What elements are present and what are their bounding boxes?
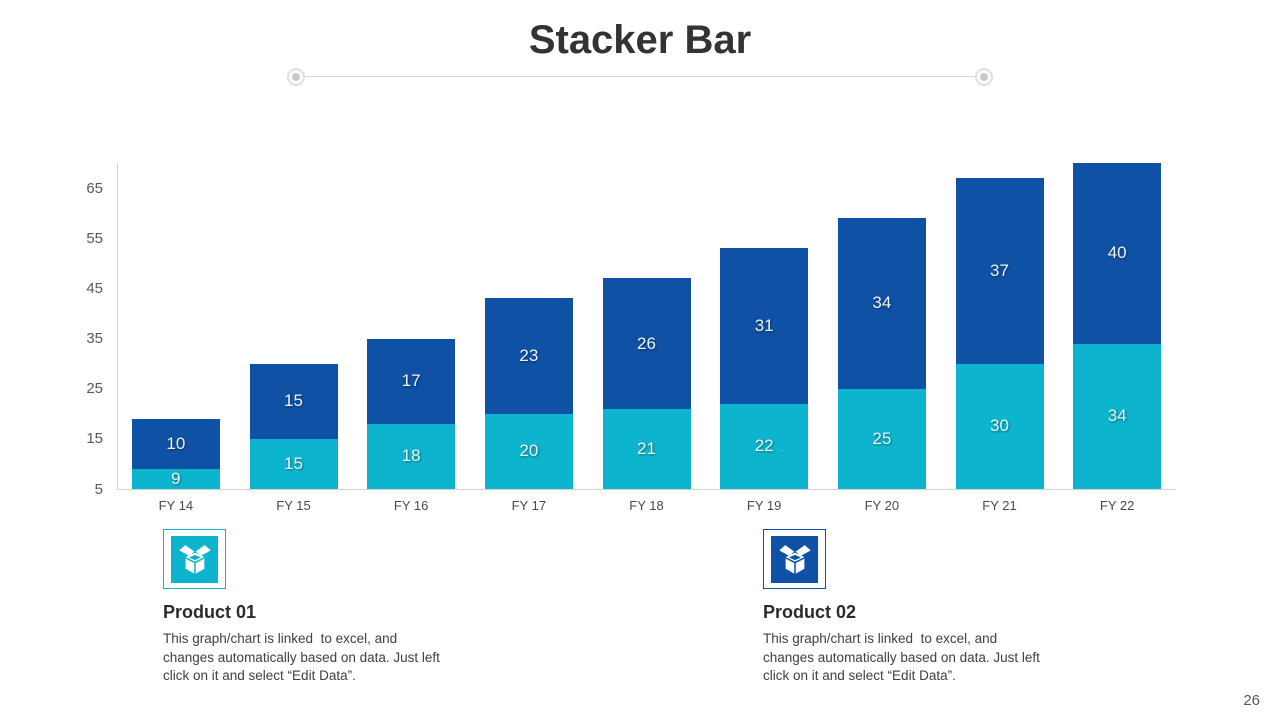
bar-value-label: 17: [401, 371, 421, 391]
bar-segment-product-01[interactable]: [602, 408, 691, 489]
bar-segment-product-02[interactable]: [720, 248, 809, 404]
y-axis-tick-label: 25: [86, 380, 103, 398]
legend-icon-frame[interactable]: [763, 529, 826, 589]
open-box-icon: [171, 535, 218, 583]
bar-segment-product-02[interactable]: [955, 178, 1044, 364]
bar-segment-product-01[interactable]: [249, 438, 338, 489]
bar-value-label: 20: [519, 441, 539, 461]
legend-description: This graph/chart is linked to excel, and…: [163, 631, 440, 683]
divider-knob-right-icon: [975, 68, 993, 86]
legend-icon-frame[interactable]: [163, 529, 226, 589]
x-axis-category-label: FY 19: [746, 498, 782, 513]
bar-value-label: 18: [401, 446, 421, 466]
bar-value-label: 9: [171, 468, 181, 488]
bar-segment-product-01[interactable]: [131, 468, 220, 489]
bar-value-label: 30: [990, 416, 1009, 436]
legend-product-01: Product 01 This graph/chart is linked to…: [163, 529, 493, 686]
x-axis-category-label: FY 22: [1099, 498, 1135, 513]
x-axis-category-label: FY 20: [864, 498, 900, 513]
x-axis-category-label: FY 17: [511, 498, 547, 513]
bar-value-label: 10: [166, 433, 186, 453]
page-number: 26: [1243, 692, 1260, 709]
bar-segment-product-01[interactable]: [955, 363, 1044, 489]
bar-segment-product-02[interactable]: [602, 278, 691, 409]
bar-segment-product-01[interactable]: [367, 423, 456, 489]
y-axis-tick-label: 15: [86, 430, 103, 448]
legend-title: Product 02: [763, 602, 857, 622]
bar-value-label: 31: [754, 316, 774, 335]
x-axis-category-label: FY 16: [393, 498, 429, 513]
x-axis-line: [117, 489, 1176, 490]
y-axis-tick-label: 55: [86, 229, 103, 247]
bar-value-label: 40: [1107, 243, 1127, 263]
x-axis-category-label: FY 21: [982, 498, 1017, 513]
legend-title: Product 01: [163, 602, 257, 622]
bar-segment-product-02[interactable]: [367, 338, 456, 424]
bar-segment-product-02[interactable]: [131, 418, 220, 469]
y-axis-tick-label: 35: [86, 330, 103, 348]
page-title: Stacker Bar: [528, 18, 752, 62]
bar-value-label: 15: [284, 453, 303, 473]
divider-knob-dot: [292, 73, 300, 81]
bar-segment-product-01[interactable]: [1073, 343, 1162, 489]
bar-value-label: 34: [1107, 406, 1127, 426]
x-axis-category-label: FY 15: [276, 498, 311, 513]
legend-description: This graph/chart is linked to excel, and…: [763, 631, 1040, 683]
bar-value-label: 37: [990, 260, 1009, 280]
bar-segment-product-01[interactable]: [837, 388, 926, 489]
title-divider-line: [296, 76, 984, 77]
bar-segment-product-02[interactable]: [484, 298, 573, 414]
y-axis-tick-label: 5: [94, 480, 103, 498]
y-axis-tick-label: 45: [86, 279, 103, 297]
y-axis-line: [117, 163, 118, 489]
divider-knob-left-icon: [287, 68, 305, 86]
bar-value-label: 25: [872, 428, 892, 448]
bar-segment-product-01[interactable]: [484, 413, 573, 489]
bar-value-label: 34: [872, 293, 892, 313]
divider-knob-dot: [980, 73, 988, 81]
bar-value-label: 15: [284, 391, 303, 411]
bar-value-label: 23: [519, 346, 539, 366]
bar-segment-product-01[interactable]: [720, 403, 809, 489]
x-axis-category-label: FY 14: [158, 498, 194, 513]
bar-value-label: 26: [637, 333, 656, 353]
y-axis-tick-label: 65: [86, 179, 103, 197]
legend-product-02: Product 02 This graph/chart is linked to…: [763, 529, 1093, 686]
bar-value-label: 22: [754, 436, 774, 456]
bar-segment-product-02[interactable]: [1073, 163, 1162, 344]
bar-segment-product-02[interactable]: [249, 363, 338, 439]
bar-segment-product-02[interactable]: [837, 218, 926, 389]
x-axis-category-label: FY 18: [629, 498, 664, 513]
bar-value-label: 21: [637, 438, 656, 458]
open-box-icon: [771, 535, 818, 583]
